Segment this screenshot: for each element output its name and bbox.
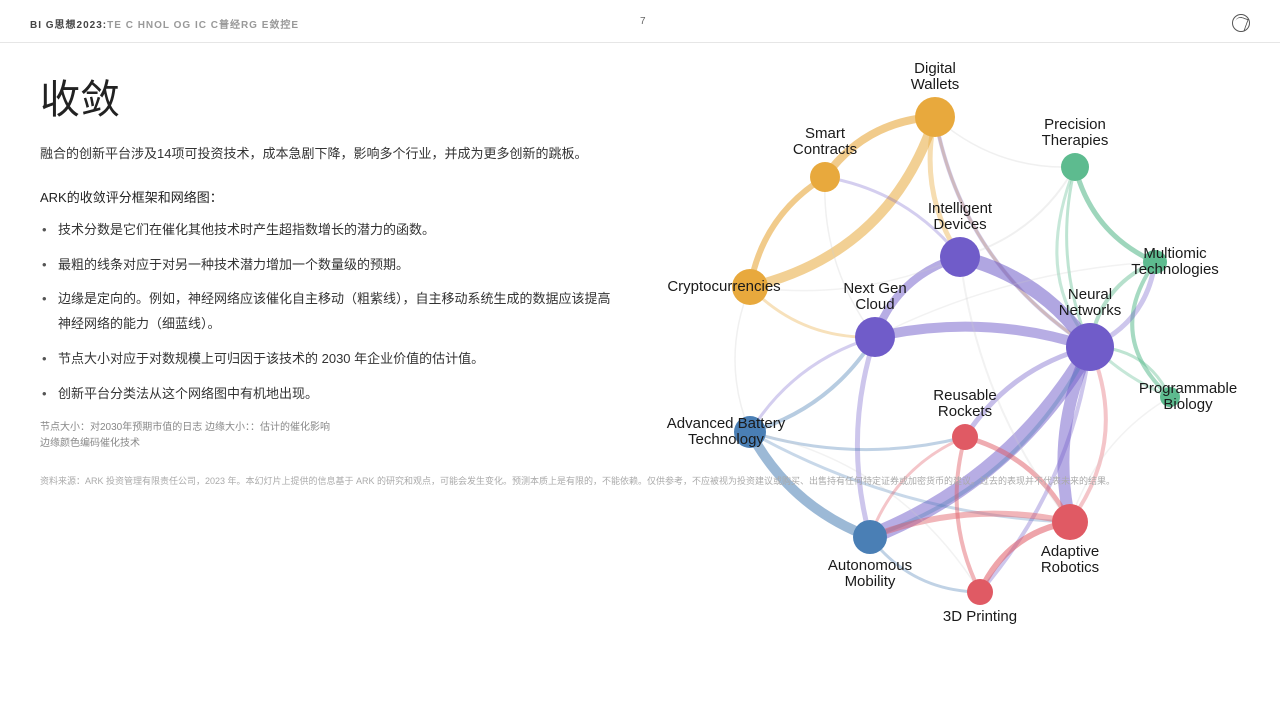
header-brand: BI G思想2023:TE C HNOL OG IC C普经RG E敛控E [30, 16, 299, 31]
network-node: AdaptiveRobotics [1041, 504, 1099, 576]
node-circle [853, 520, 887, 554]
node-label: Rockets [938, 403, 992, 420]
network-node: PrecisionTherapies [1042, 116, 1109, 181]
left-column: 收敛 融合的创新平台涉及14项可投资技术，成本急剧下降，影响多个行业，并成为更多… [40, 67, 620, 452]
node-label: Therapies [1042, 132, 1109, 149]
node-label: Cryptocurrencies [667, 278, 780, 295]
node-label: Technologies [1131, 261, 1219, 278]
bullet-item: 技术分数是它们在催化其他技术时产生超指数增长的潜力的函数。 [40, 218, 620, 243]
node-label: Robotics [1041, 559, 1099, 576]
legend-block: 节点大小：对2030年预期市值的日志 边缘大小：：估计的催化影响边缘颜色编码催化… [40, 420, 620, 452]
node-label: Wallets [911, 76, 960, 93]
node-circle [855, 317, 895, 357]
node-label: Next Gen [843, 280, 906, 297]
content: 收敛 融合的创新平台涉及14项可投资技术，成本急剧下降，影响多个行业，并成为更多… [0, 43, 1280, 452]
network-node: DigitalWallets [911, 60, 960, 137]
bullet-item: 创新平台分类法从这个网络图中有机地出现。 [40, 382, 620, 407]
network-node: 3D Printing [943, 579, 1017, 625]
network-graph: DigitalWallets SmartContracts Cryptocurren… [600, 37, 1240, 677]
node-label: Programmable [1139, 380, 1237, 397]
node-circle [1066, 323, 1114, 371]
brand-light: TE C HNOL OG IC C普经RG E敛控E [107, 20, 299, 31]
node-circle [952, 424, 978, 450]
network-edge [1070, 397, 1170, 522]
brand-strong: BI G思想2023: [30, 20, 107, 31]
node-label: Biology [1163, 396, 1213, 413]
page-title: 收敛 [40, 67, 620, 125]
node-label: Contracts [793, 141, 857, 158]
node-label: Multiomic [1143, 245, 1207, 262]
node-circle [810, 162, 840, 192]
network-edge [857, 337, 875, 537]
network-node: MultiomicTechnologies [1131, 245, 1219, 278]
bullet-list: 技术分数是它们在催化其他技术时产生超指数增长的潜力的函数。最粗的线条对应于对另一… [40, 218, 620, 406]
bullet-item: 边缘是定向的。例如，神经网络应该催化自主移动（粗紫线），自主移动系统生成的数据应… [40, 287, 620, 336]
subhead: ARK的收敛评分框架和网络图： [40, 187, 620, 206]
page-number: 7 [640, 16, 646, 27]
legend-line: 边缘颜色编码催化技术 [40, 436, 620, 452]
node-label: Reusable [933, 387, 996, 404]
node-label: Neural [1068, 286, 1112, 303]
node-label: Cloud [855, 296, 894, 313]
node-label: Autonomous [828, 557, 912, 574]
network-edge [735, 287, 750, 432]
node-label: Smart [805, 125, 846, 142]
network-edge [875, 327, 1090, 347]
node-label: Advanced Battery [667, 415, 786, 432]
node-label: Networks [1059, 302, 1122, 319]
bullet-item: 最粗的线条对应于对另一种技术潜力增加一个数量级的预期。 [40, 253, 620, 278]
ark-logo-icon [1232, 14, 1250, 32]
node-circle [967, 579, 993, 605]
node-label: Adaptive [1041, 543, 1099, 560]
node-circle [1061, 153, 1089, 181]
node-label: Digital [914, 60, 956, 77]
network-panel: DigitalWalletsSmartContractsCryptocurren… [640, 67, 1250, 452]
node-circle [940, 237, 980, 277]
legend-line: 节点大小：对2030年预期市值的日志 边缘大小：：估计的催化影响 [40, 420, 620, 436]
node-label: Intelligent [928, 200, 993, 217]
node-circle [1052, 504, 1088, 540]
node-label: Precision [1044, 116, 1106, 133]
node-label: Devices [933, 216, 986, 233]
node-label: 3D Printing [943, 608, 1017, 625]
bullet-item: 节点大小对应于对数规模上可归因于该技术的 2030 年企业价值的估计值。 [40, 347, 620, 372]
node-circle [915, 97, 955, 137]
node-label: Technology [688, 431, 764, 448]
intro-text: 融合的创新平台涉及14项可投资技术，成本急剧下降，影响多个行业，并成为更多创新的… [40, 143, 620, 165]
node-label: Mobility [845, 573, 896, 590]
source-footnote: 资料来源：ARK 投资管理有限责任公司，2023 年。本幻灯片上提供的信息基于 … [40, 474, 1240, 488]
